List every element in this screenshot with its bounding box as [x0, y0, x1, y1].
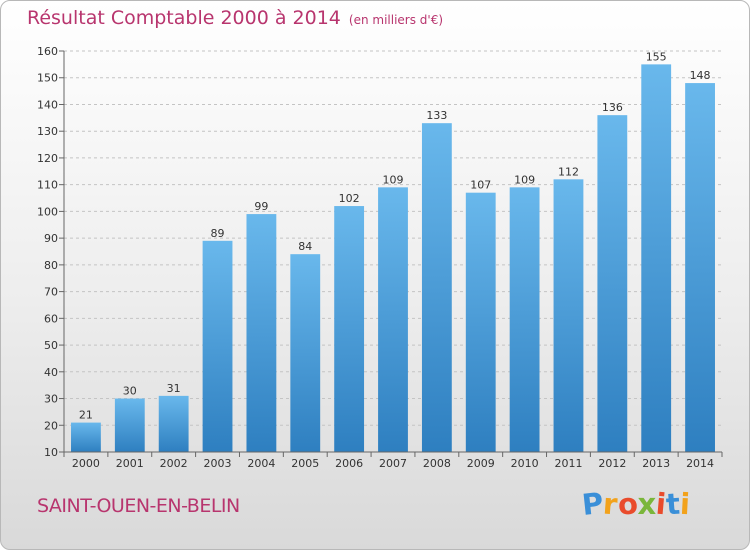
x-tick-label: 2003 [204, 457, 232, 470]
y-tick-label: 160 [37, 45, 58, 58]
bar-value-label: 107 [470, 179, 491, 192]
bar [71, 422, 101, 452]
bar-value-label: 148 [690, 69, 711, 82]
bar-value-label: 109 [383, 173, 404, 186]
bar [685, 83, 715, 452]
x-tick-label: 2005 [291, 457, 319, 470]
x-tick-label: 2001 [116, 457, 144, 470]
logo-letter: i [679, 486, 691, 522]
y-tick-label: 110 [37, 179, 58, 192]
x-tick-label: 2011 [554, 457, 582, 470]
bar-value-label: 112 [558, 165, 579, 178]
commune-name: SAINT-OUEN-EN-BELIN [37, 495, 240, 517]
proxiti-logo: Proxiti [580, 486, 691, 522]
y-tick-label: 130 [37, 125, 58, 138]
y-tick-label: 50 [44, 339, 58, 352]
bar [246, 214, 277, 452]
x-tick-label: 2014 [686, 457, 714, 470]
bar [641, 64, 672, 452]
x-tick-label: 2007 [379, 457, 407, 470]
x-tick-label: 2000 [72, 457, 100, 470]
bar [334, 206, 365, 452]
y-tick-label: 40 [44, 366, 58, 379]
chart-title: Résultat Comptable 2000 à 2014 (en millie… [27, 7, 443, 29]
y-tick-label: 30 [44, 393, 58, 406]
logo-letter: o [616, 486, 639, 522]
bar [202, 240, 233, 452]
x-tick-label: 2002 [160, 457, 188, 470]
bar-value-label: 31 [167, 382, 181, 395]
y-tick-label: 150 [37, 72, 58, 85]
x-tick-label: 2010 [511, 457, 539, 470]
bar [378, 187, 408, 452]
x-tick-label: 2004 [247, 457, 275, 470]
bars: 21 30 31 89 99 84 102 109 133 107 109 112 136 155 148 [71, 50, 715, 453]
bar-value-label: 99 [254, 200, 268, 213]
y-tick-label: 100 [37, 205, 58, 218]
x-tick-label: 2006 [335, 457, 363, 470]
y-tick-label: 20 [44, 419, 58, 432]
bar-value-label: 30 [123, 385, 137, 398]
y-tick-label: 120 [37, 152, 58, 165]
y-tick-label: 10 [44, 446, 58, 459]
y-tick-label: 140 [37, 98, 58, 111]
bar [509, 187, 540, 452]
logo-letter: r [602, 486, 619, 522]
bar [553, 179, 584, 452]
chart-subtitle: (en milliers d'€) [348, 13, 444, 27]
bar [465, 192, 496, 453]
y-axis-ticks: 10 20 30 40 50 60 70 80 90 100 110 120 130 140 150 160 [37, 45, 64, 459]
bar-value-label: 136 [602, 101, 623, 114]
bar-value-label: 133 [426, 109, 447, 122]
title-text: Résultat Comptable 2000 à 2014 [27, 7, 341, 29]
bar [597, 115, 628, 452]
y-tick-label: 60 [44, 312, 58, 325]
bar-value-label: 109 [514, 173, 535, 186]
bar-value-label: 102 [339, 192, 360, 205]
x-tick-label: 2013 [642, 457, 670, 470]
bar [158, 395, 189, 452]
bar-value-label: 89 [211, 227, 225, 240]
axes [63, 51, 722, 453]
bar-value-label: 84 [298, 240, 312, 253]
x-tick-label: 2012 [598, 457, 626, 470]
x-tick-label: 2009 [467, 457, 495, 470]
bar-value-label: 155 [646, 50, 667, 63]
x-axis-ticks: 2000 2001 2002 2003 2004 2005 2006 2007 2008 2009… [63, 452, 723, 470]
bar [114, 398, 145, 452]
x-tick-label: 2008 [423, 457, 451, 470]
y-tick-label: 90 [44, 232, 58, 245]
logo-letter: x [637, 487, 657, 521]
bar [421, 123, 452, 453]
y-tick-label: 80 [44, 259, 58, 272]
bar [290, 254, 321, 452]
bar-value-label: 21 [79, 409, 93, 422]
y-tick-label: 70 [44, 286, 58, 299]
